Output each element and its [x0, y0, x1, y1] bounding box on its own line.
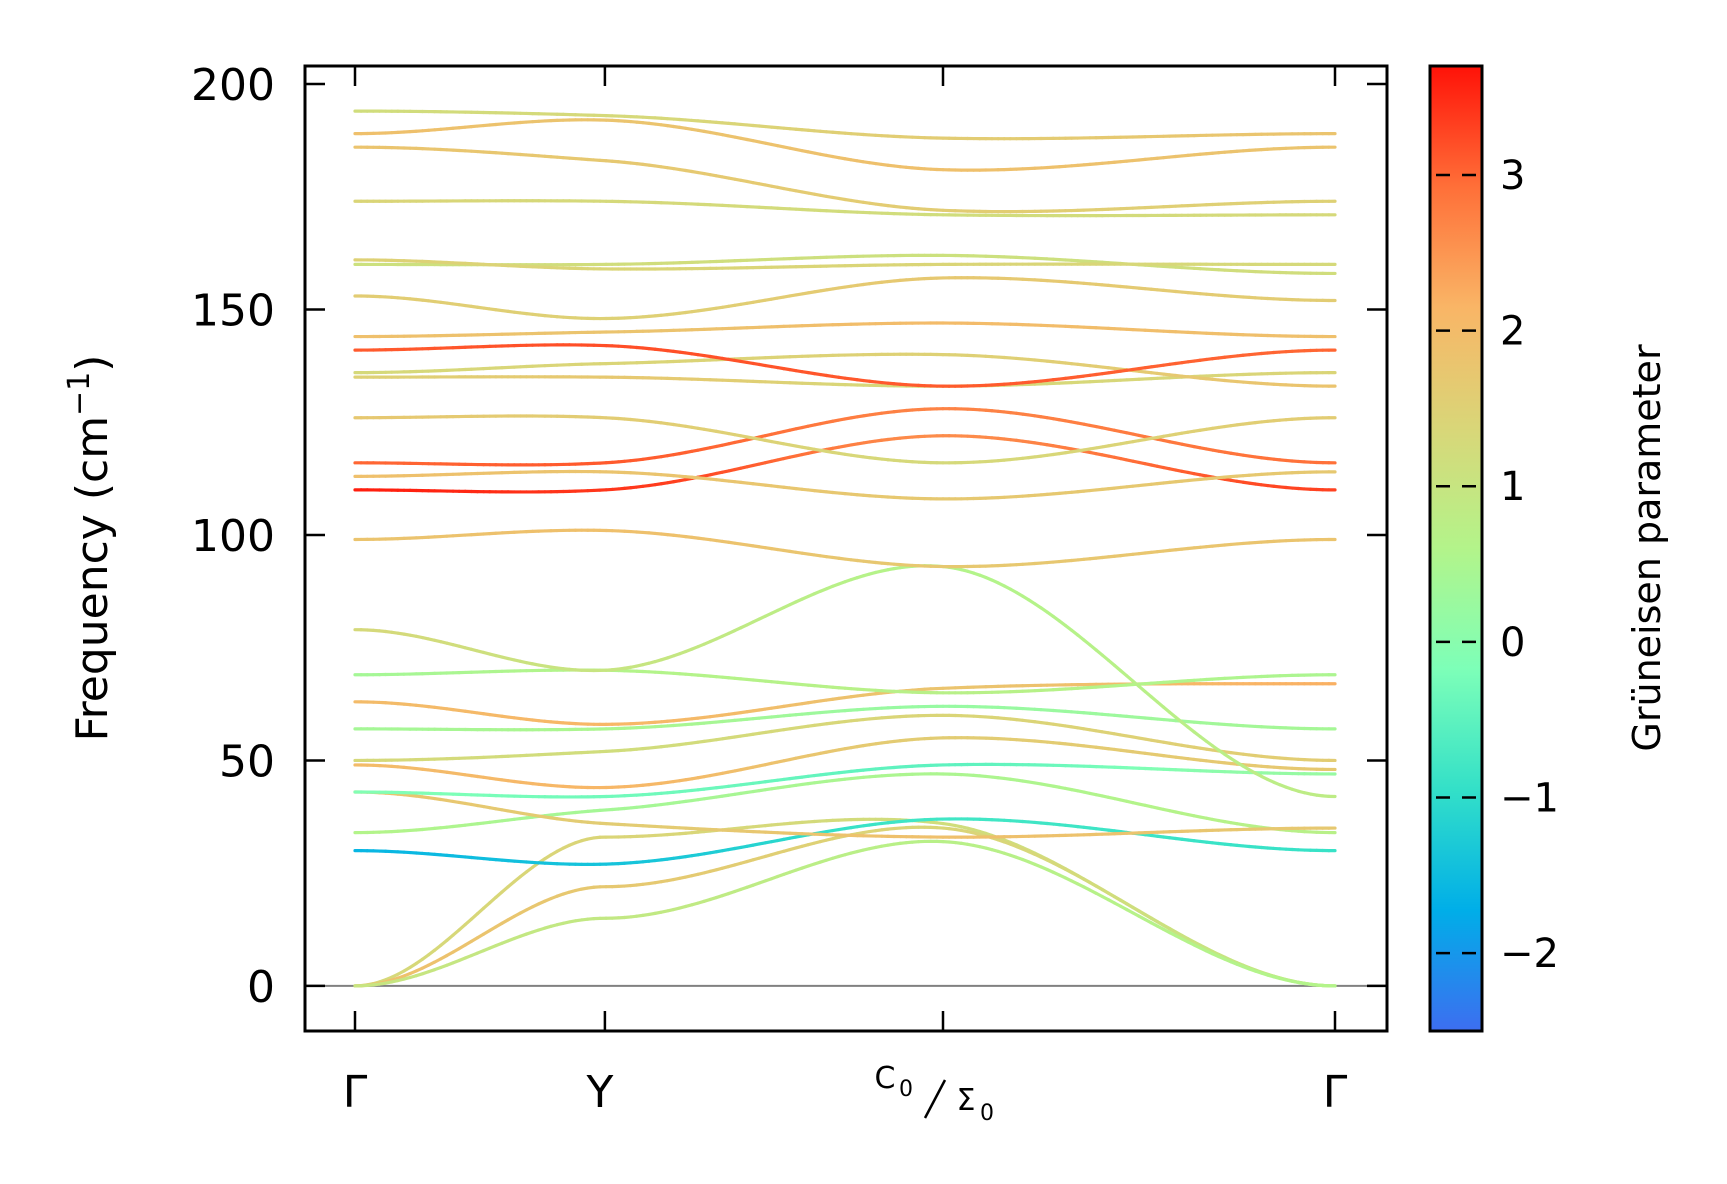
- colorbar-tick-label: 2: [1500, 309, 1525, 355]
- band-band-27: [353, 145, 1337, 214]
- y-tick-label: 0: [247, 962, 275, 1013]
- y-tick-label: 50: [219, 736, 275, 787]
- band-band-26: [353, 199, 1337, 218]
- y-axis-label-text: Frequency (cm: [67, 416, 118, 742]
- plot-frame: [303, 64, 1389, 1033]
- band-band-14: [353, 528, 1337, 569]
- band-band-1: [353, 817, 1337, 988]
- y-axis-label-suffix: ): [67, 355, 118, 372]
- band-band-17: [353, 407, 1337, 467]
- band-band-8: [353, 736, 1337, 790]
- band-band-6: [353, 790, 1337, 839]
- band-band-12: [353, 668, 1337, 695]
- path-label-gamma-end: Γ: [1323, 1067, 1348, 1118]
- path-label-sigma0-main: Σ: [957, 1083, 976, 1118]
- y-axis-label-superscript: −1: [62, 372, 97, 416]
- path-label-gamma-start: Γ: [343, 1067, 368, 1118]
- y-tick-label: 100: [191, 511, 275, 562]
- y-tick-label: 150: [191, 286, 275, 337]
- band-band-18: [353, 414, 1337, 465]
- colorbar-tick-label: −1: [1500, 776, 1559, 822]
- band-lines: [353, 109, 1337, 988]
- band-band-15: [353, 434, 1337, 494]
- band-band-28: [353, 118, 1337, 172]
- path-label-c0-main: C: [875, 1061, 896, 1096]
- y-tick-label: 200: [191, 60, 275, 111]
- colorbar-label: Grüneisen parameter: [1625, 344, 1669, 752]
- colorbar-tick-label: 1: [1500, 464, 1525, 510]
- high-symmetry-path-labels: Γ Y C 0 Σ 0 Γ: [343, 1061, 1348, 1126]
- band-band-10: [353, 704, 1337, 732]
- band-band-13: [353, 564, 1337, 799]
- path-label-sigma0-sub: 0: [980, 1101, 994, 1126]
- colorbar-frame: [1428, 64, 1484, 1033]
- path-label-c0-sub: 0: [899, 1077, 913, 1102]
- colorbar-tick-label: −2: [1500, 931, 1559, 977]
- band-band-3: [353, 839, 1337, 988]
- band-band-22: [353, 321, 1337, 339]
- colorbar-ticks: −2 −1 0 1 2 3: [1430, 153, 1559, 977]
- path-label-slash: [923, 1079, 947, 1119]
- y-axis-label: Frequency (cm−1): [62, 355, 118, 742]
- band-band-21: [353, 343, 1337, 388]
- colorbar-tick-label: 0: [1500, 620, 1525, 666]
- path-label-c0-sigma0: C 0 Σ 0: [875, 1061, 994, 1126]
- band-band-11: [353, 682, 1337, 726]
- colorbar: −2 −1 0 1 2 3 Grüneisen parameter: [1428, 64, 1669, 1033]
- band-band-9: [353, 713, 1337, 763]
- band-band-4: [353, 817, 1337, 866]
- band-band-25: [353, 258, 1337, 271]
- band-band-16: [353, 469, 1337, 501]
- band-band-29: [353, 109, 1337, 141]
- path-label-y: Y: [586, 1067, 614, 1118]
- colorbar-fill: [1430, 66, 1482, 1031]
- band-band-2: [353, 825, 1337, 988]
- plot-area: 0 50 100 150 200: [191, 60, 1389, 1033]
- band-band-5: [353, 772, 1337, 835]
- x-axis-ticks: [353, 66, 1337, 1031]
- y-axis-ticks: 0 50 100 150 200: [191, 60, 1387, 1013]
- band-band-23: [353, 276, 1337, 321]
- colorbar-tick-label: 3: [1500, 153, 1525, 199]
- band-band-20: [353, 352, 1337, 388]
